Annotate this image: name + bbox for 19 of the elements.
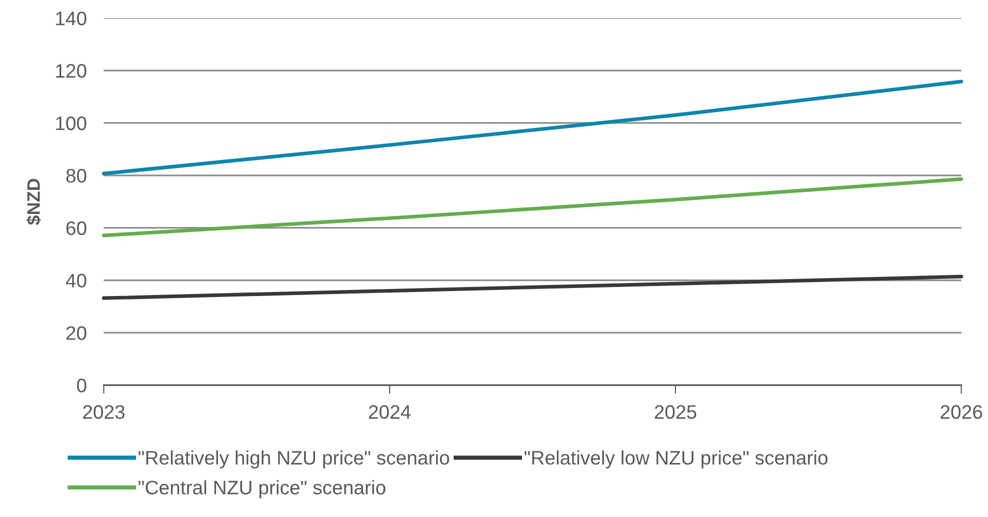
y-tick-label: 100 (56, 116, 86, 130)
line-series (102, 177, 964, 238)
legend-label: "Central NZU price" scenario (138, 480, 386, 498)
y-tick-label: 140 (56, 12, 86, 26)
line-series (102, 274, 964, 300)
legend-label: "Relatively high NZU price" scenario (138, 450, 450, 469)
y-tick-label: 40 (66, 274, 86, 288)
x-tick-label: 2025 (654, 405, 696, 419)
y-tick-label: 80 (66, 168, 86, 183)
y-axis-title: $NZD (26, 178, 42, 225)
y-tick-label: 60 (66, 221, 86, 236)
y-tick-label: 20 (66, 326, 86, 340)
x-tick-label: 2024 (368, 405, 411, 419)
x-tick-label: 2026 (940, 405, 982, 419)
y-tick-label: 120 (56, 64, 86, 78)
legend-label: "Relatively low NZU price" scenario (524, 450, 828, 469)
y-tick-label: 0 (77, 378, 86, 392)
x-tick-label: 2023 (83, 405, 125, 419)
line-series (102, 80, 964, 176)
